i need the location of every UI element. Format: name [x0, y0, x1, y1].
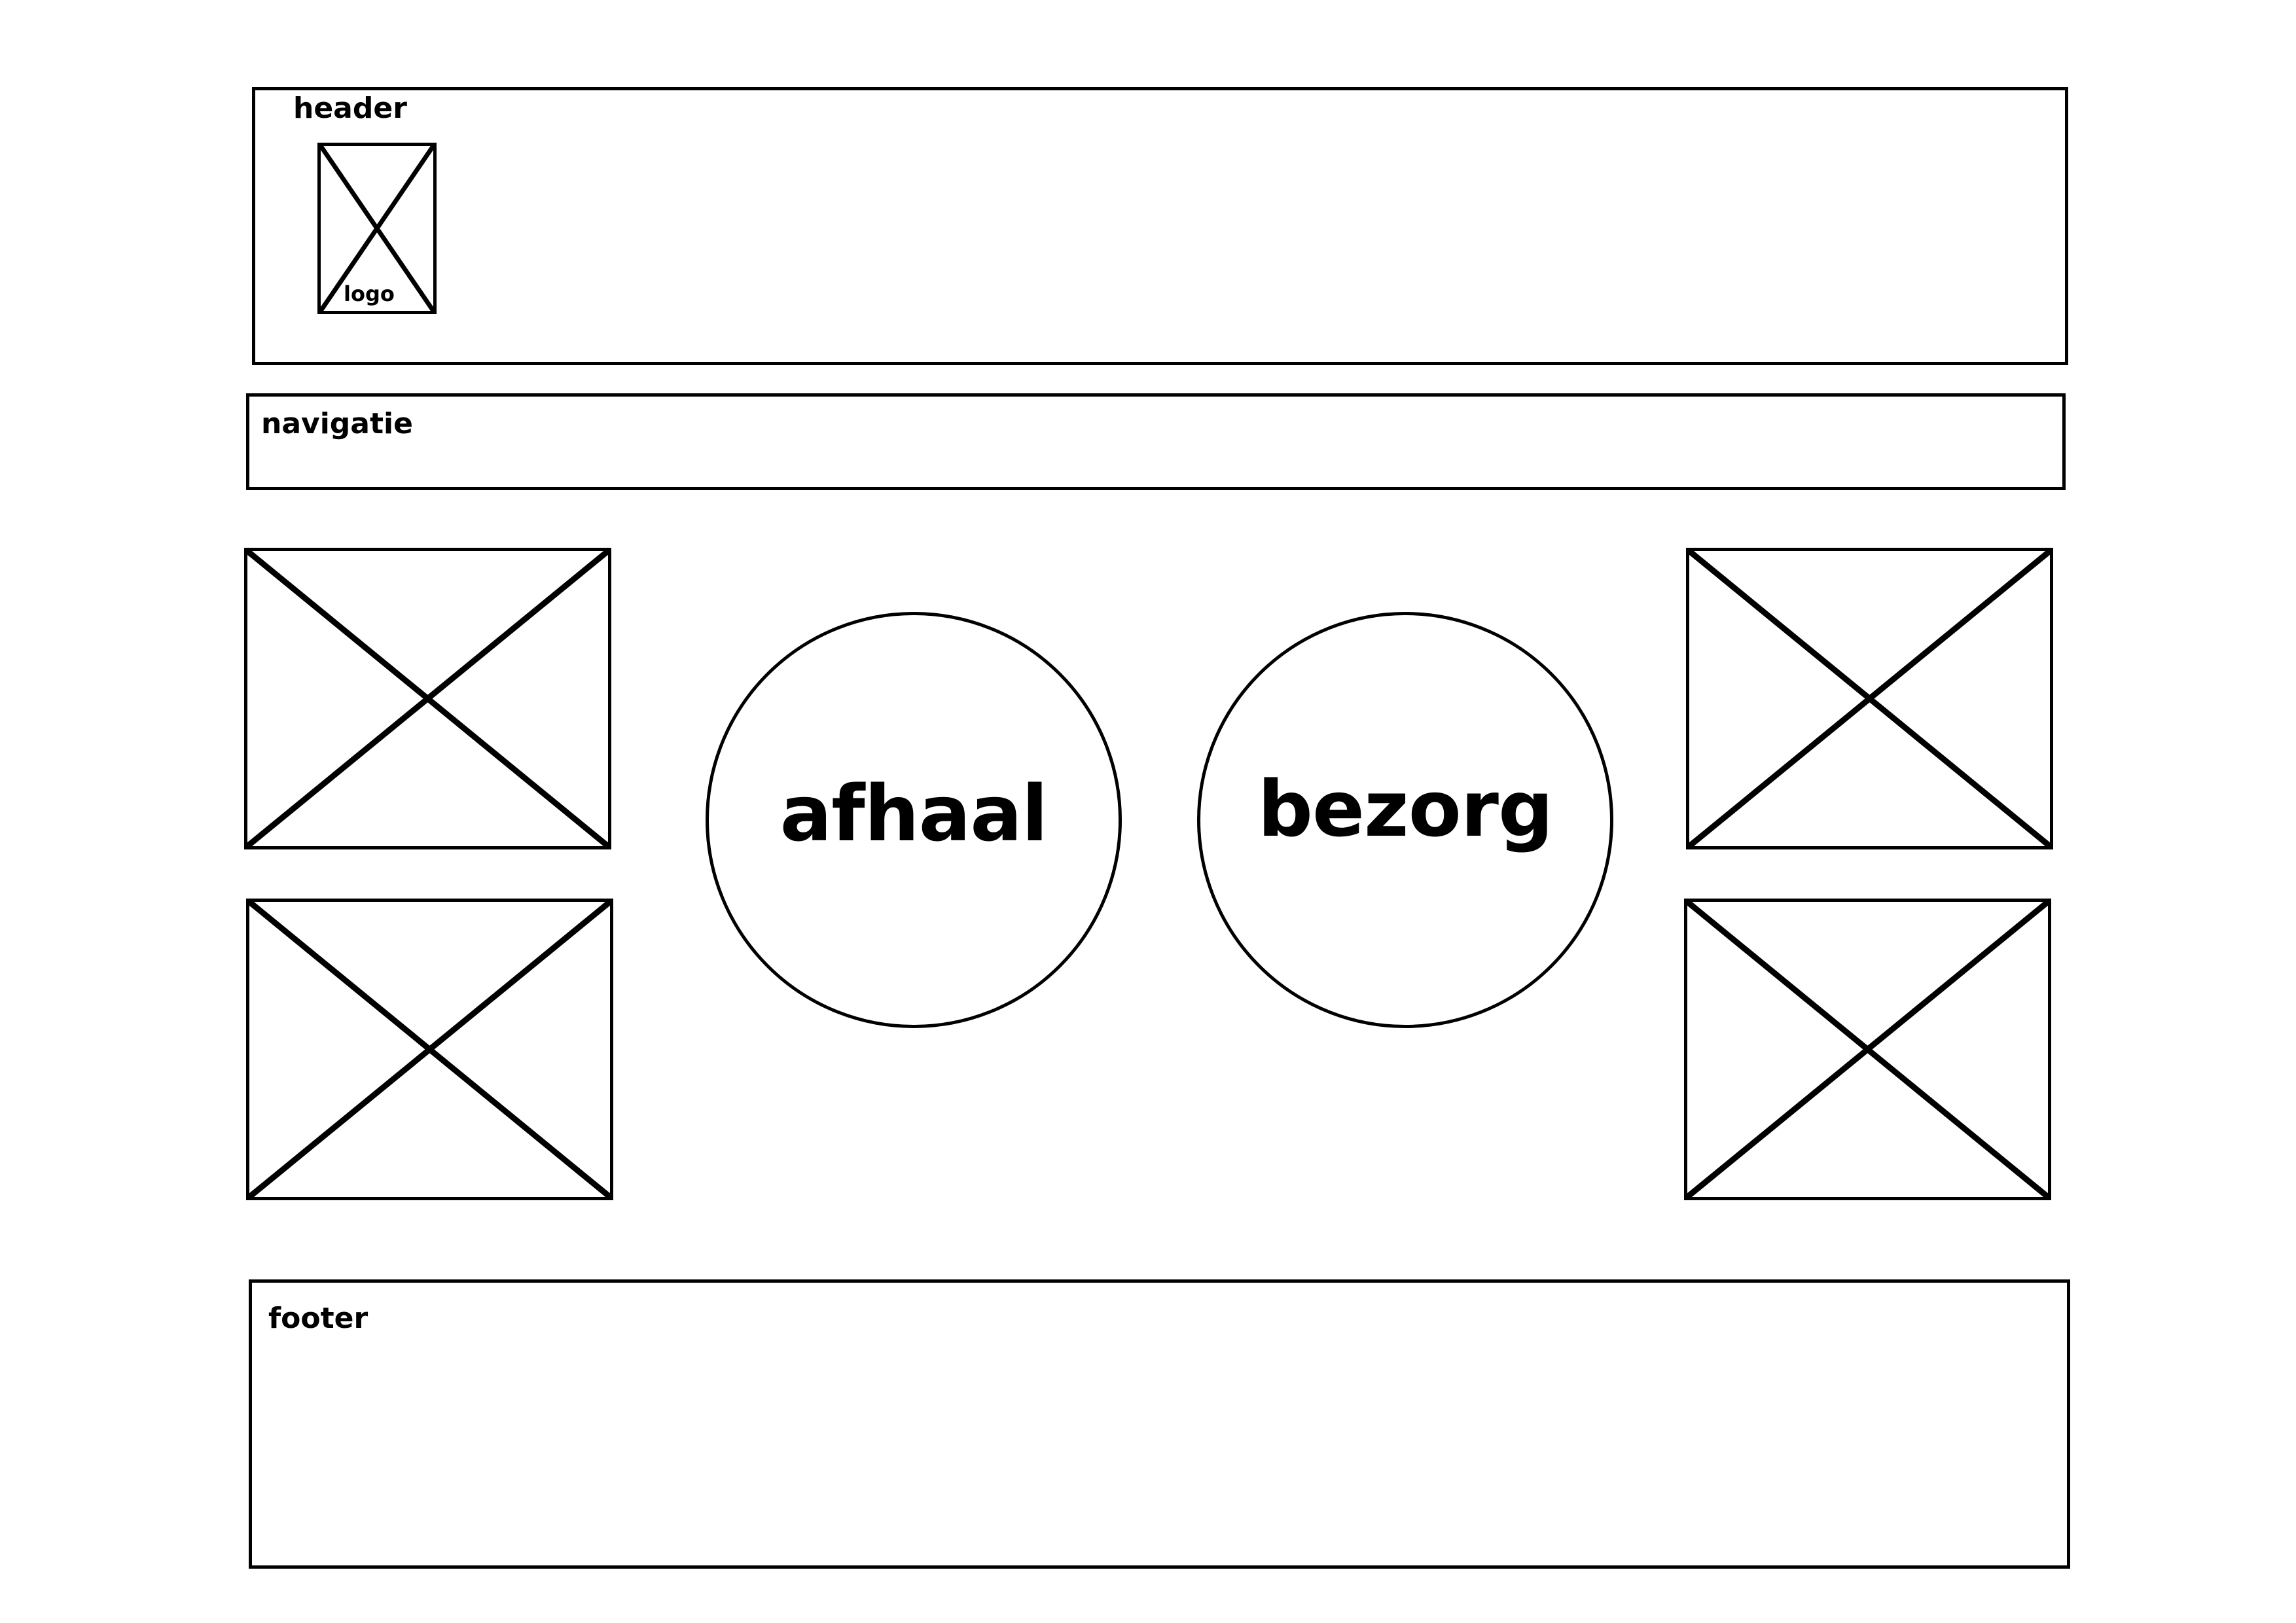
- image-placeholder-icon: [1689, 551, 2050, 846]
- image-placeholder-bottom-right: [1684, 899, 2051, 1200]
- header-label: header: [293, 92, 407, 125]
- delivery-button[interactable]: bezorg: [1197, 612, 1613, 1028]
- logo-label: logo: [344, 281, 395, 306]
- navigation-bar[interactable]: navigatie: [246, 393, 2066, 490]
- image-placeholder-icon: [1687, 902, 2048, 1197]
- logo[interactable]: logo: [317, 143, 437, 314]
- image-placeholder-top-left: [244, 548, 611, 849]
- image-placeholder-icon: [247, 551, 608, 846]
- footer-label: footer: [268, 1302, 368, 1335]
- pickup-button-label: afhaal: [780, 768, 1049, 859]
- header-region: header logo: [252, 87, 2068, 365]
- logo-placeholder-icon: [321, 146, 433, 311]
- image-placeholder-top-right: [1686, 548, 2053, 849]
- delivery-button-label: bezorg: [1257, 763, 1554, 854]
- image-placeholder-icon: [249, 902, 610, 1197]
- pickup-button[interactable]: afhaal: [706, 612, 1122, 1028]
- navigation-label: navigatie: [261, 407, 413, 440]
- footer-region: footer: [249, 1279, 2070, 1569]
- image-placeholder-bottom-left: [246, 899, 613, 1200]
